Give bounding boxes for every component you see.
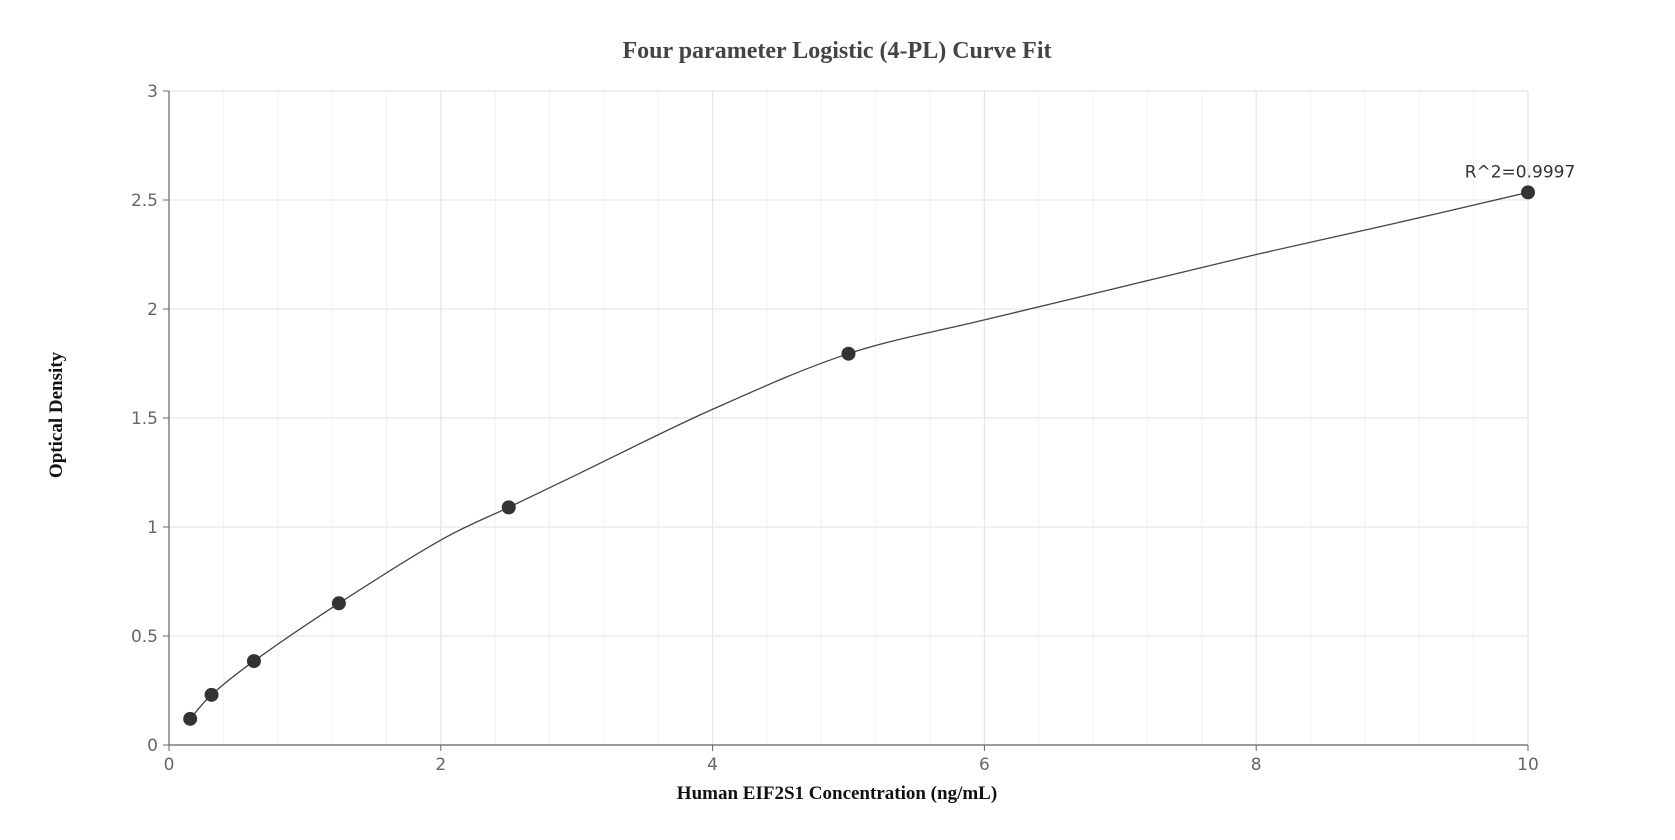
y-tick-label: 2.5 [131, 191, 158, 211]
x-tick-label: 6 [979, 755, 990, 775]
y-tick-label: 3 [147, 82, 158, 102]
data-point [841, 346, 856, 361]
x-axis-label: Human EIF2S1 Concentration (ng/mL) [677, 783, 997, 804]
r-squared-annotation: R^2=0.9997 [1465, 162, 1576, 182]
data-points [183, 185, 1535, 726]
data-point [331, 596, 346, 611]
data-point [183, 711, 198, 726]
tick-labels: 0 2 4 6 8 10 0 0.5 1 1.5 2 2.5 3 [131, 82, 1539, 775]
x-tick-label: 2 [435, 755, 446, 775]
data-point [204, 687, 219, 702]
x-tick-label: 4 [707, 755, 718, 775]
fit-curve [189, 191, 1529, 720]
data-point [246, 654, 261, 669]
y-tick-label: 1.5 [131, 409, 158, 429]
x-tick-label: 0 [164, 755, 175, 775]
data-point [1521, 185, 1535, 200]
data-point [501, 500, 516, 515]
y-tick-label: 2 [147, 300, 158, 320]
y-tick-label: 0 [147, 736, 158, 756]
axes [163, 90, 1529, 751]
x-tick-label: 10 [1517, 755, 1539, 775]
y-tick-label: 0.5 [131, 627, 158, 647]
chart-title: Four parameter Logistic (4-PL) Curve Fit [622, 38, 1051, 64]
major-grid [168, 90, 1529, 746]
y-axis-label: Optical Density [46, 351, 67, 478]
y-tick-label: 1 [147, 518, 158, 538]
x-tick-label: 8 [1251, 755, 1262, 775]
